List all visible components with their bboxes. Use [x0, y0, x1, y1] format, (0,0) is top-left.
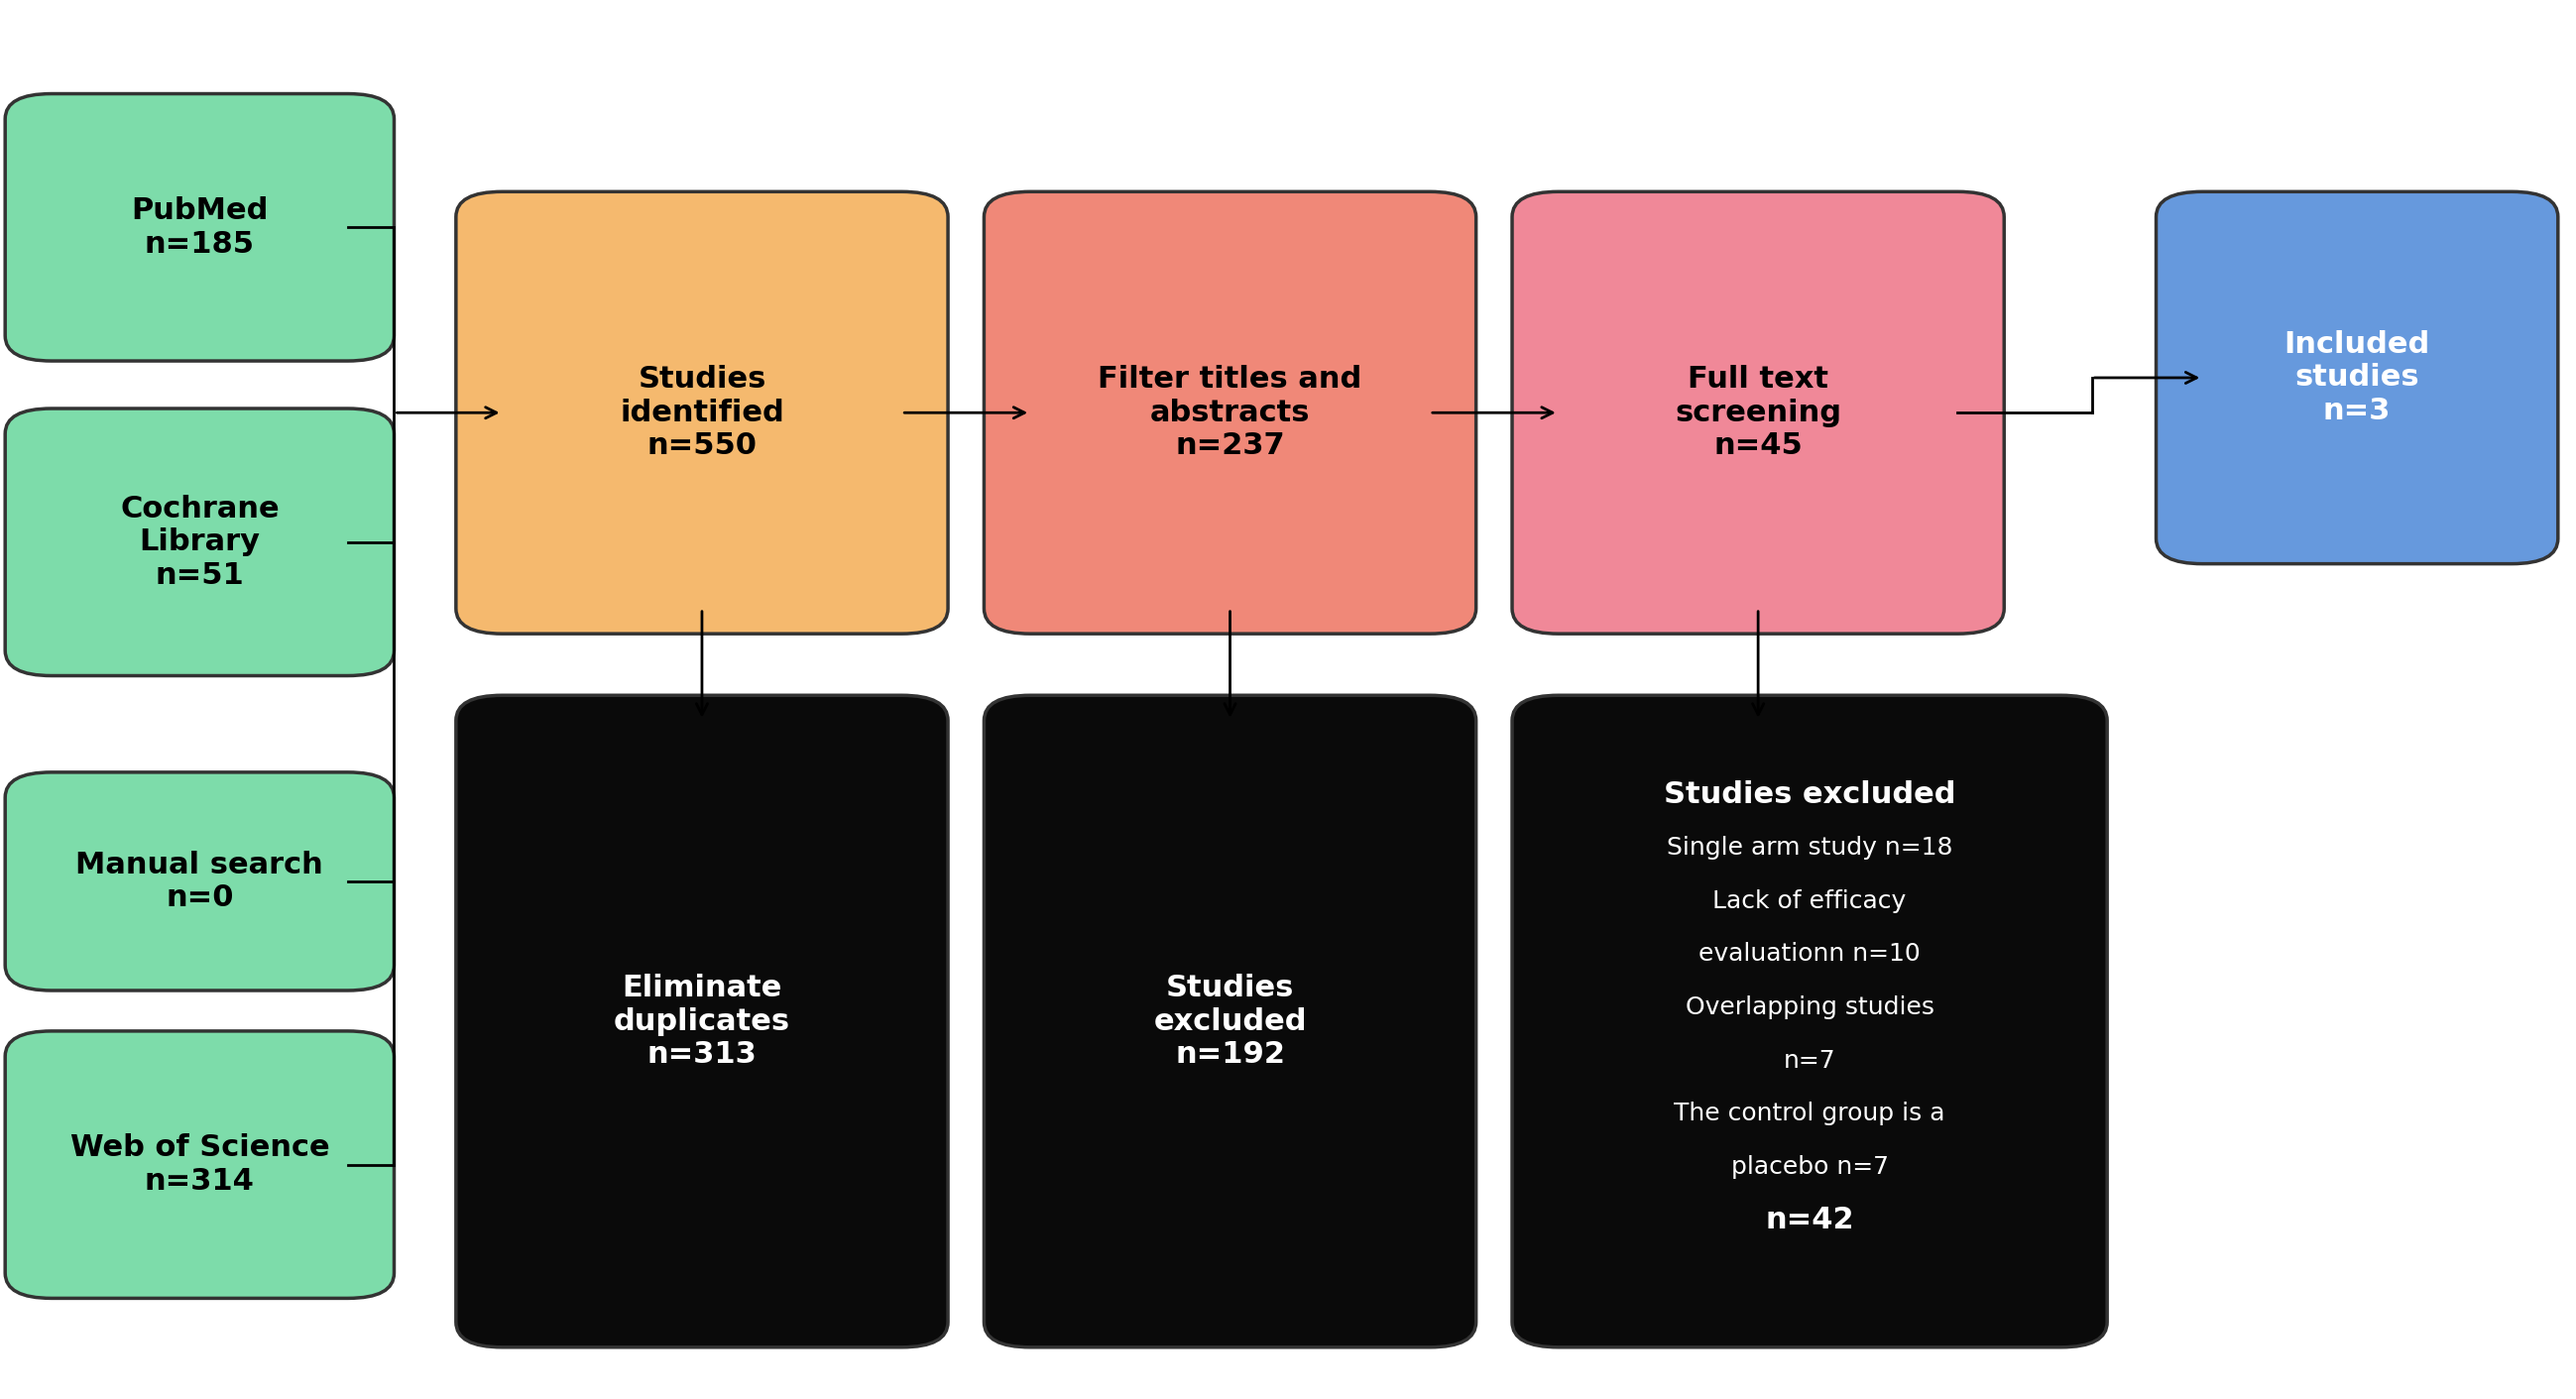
FancyBboxPatch shape [456, 695, 948, 1347]
Text: Studies
identified
n=550: Studies identified n=550 [621, 365, 783, 460]
Text: Included
studies
n=3: Included studies n=3 [2285, 330, 2429, 425]
Text: Web of Science
n=314: Web of Science n=314 [70, 1133, 330, 1196]
FancyBboxPatch shape [456, 192, 948, 634]
FancyBboxPatch shape [2156, 192, 2558, 564]
Text: n=7: n=7 [1783, 1048, 1837, 1073]
FancyBboxPatch shape [1512, 695, 2107, 1347]
Text: Overlapping studies: Overlapping studies [1685, 995, 1935, 1020]
FancyBboxPatch shape [5, 94, 394, 361]
Text: evaluationn n=10: evaluationn n=10 [1698, 942, 1922, 967]
Text: Filter titles and
abstracts
n=237: Filter titles and abstracts n=237 [1097, 365, 1363, 460]
Text: n=42: n=42 [1765, 1206, 1855, 1234]
FancyBboxPatch shape [984, 192, 1476, 634]
Text: placebo n=7: placebo n=7 [1731, 1154, 1888, 1179]
Text: Lack of efficacy: Lack of efficacy [1713, 888, 1906, 914]
Text: The control group is a: The control group is a [1674, 1101, 1945, 1126]
Text: Eliminate
duplicates
n=313: Eliminate duplicates n=313 [613, 974, 791, 1069]
Text: Single arm study n=18: Single arm study n=18 [1667, 835, 1953, 860]
Text: PubMed
n=185: PubMed n=185 [131, 196, 268, 259]
Text: Full text
screening
n=45: Full text screening n=45 [1674, 365, 1842, 460]
FancyBboxPatch shape [5, 772, 394, 990]
FancyBboxPatch shape [984, 695, 1476, 1347]
Text: Manual search
n=0: Manual search n=0 [75, 851, 325, 912]
FancyBboxPatch shape [5, 1031, 394, 1298]
Text: Studies
excluded
n=192: Studies excluded n=192 [1154, 974, 1306, 1069]
Text: Cochrane
Library
n=51: Cochrane Library n=51 [121, 494, 278, 590]
FancyBboxPatch shape [5, 409, 394, 676]
Text: Studies excluded: Studies excluded [1664, 781, 1955, 809]
FancyBboxPatch shape [1512, 192, 2004, 634]
